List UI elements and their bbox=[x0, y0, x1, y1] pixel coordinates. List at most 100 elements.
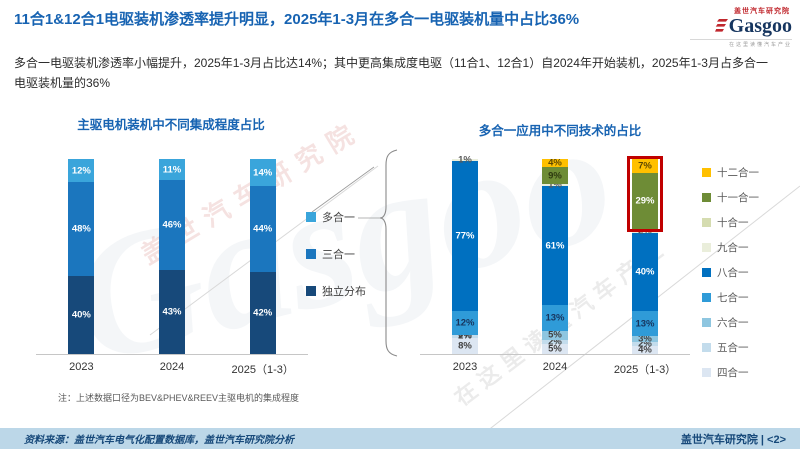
bar-value-label: 1% bbox=[548, 179, 562, 191]
legend-swatch bbox=[702, 193, 711, 202]
legend-swatch bbox=[702, 368, 711, 377]
bar-segment-五合一: 2% bbox=[632, 339, 658, 349]
legend-label: 独立分布 bbox=[322, 286, 366, 298]
chart2-x-axis: 2023 2024 2025（1-3） bbox=[420, 361, 690, 377]
bar-value-label: 13% bbox=[545, 312, 565, 324]
bar-value-label: 2% bbox=[458, 330, 472, 342]
legend-item-十合一: 十合一 bbox=[702, 215, 759, 230]
bar-column: 42% 44% 14% bbox=[217, 158, 308, 354]
bar-column: 43% 46% 11% bbox=[127, 158, 218, 354]
chart1-legend: 多合一三合一独立分布 bbox=[306, 209, 366, 320]
bar-value-label: 4% bbox=[548, 157, 562, 169]
legend-item-四合一: 四合一 bbox=[702, 365, 759, 380]
stacked-bar: 4% 2% 3% 13% 40% 2% 29% 7% bbox=[627, 156, 663, 356]
axis-category-label: 2023 bbox=[69, 361, 94, 373]
chart2-plot-area: 8%2%0%12%77%1%5%2%5%13%61%1%9%4%4%2%3%13… bbox=[420, 155, 690, 356]
legend-label: 十二合一 bbox=[717, 167, 759, 179]
stacked-bar: 8%2%0%12%77%1% bbox=[452, 155, 478, 354]
bar-segment-八合一: 61% bbox=[542, 186, 568, 306]
bar-value-label: 48% bbox=[71, 223, 91, 235]
legend-item-独立分布: 独立分布 bbox=[306, 283, 366, 299]
bar-segment-四合一: 8% bbox=[452, 338, 478, 354]
bar-segment-十一合一: 29% bbox=[632, 172, 658, 230]
chart1-note: 注：上述数据口径为BEV&PHEV&REEV主驱电机的集成程度 bbox=[58, 393, 300, 403]
bar-segment-七合一: 12% bbox=[452, 311, 478, 335]
legend-item-九合一: 九合一 bbox=[702, 240, 759, 255]
chart1-title: 主驱电机装机中不同集成程度占比 bbox=[77, 118, 265, 132]
legend-swatch bbox=[702, 243, 711, 252]
bar-segment-十二合一: 4% bbox=[542, 157, 568, 169]
legend-swatch bbox=[702, 318, 711, 327]
gasgoo-logo: 盖世汽车研究院 Gasgoo 在这里读懂汽车产业 bbox=[690, 6, 792, 48]
bar-value-label: 40% bbox=[71, 309, 91, 321]
bar-segment-独立分布: 40% bbox=[68, 276, 95, 354]
legend-label: 六合一 bbox=[717, 317, 749, 329]
legend-label: 三合一 bbox=[322, 249, 355, 261]
bar-value-label: 5% bbox=[548, 343, 562, 355]
bar-column: 40% 48% 12% bbox=[36, 158, 127, 354]
axis-category-label: 2024 bbox=[159, 361, 185, 373]
legend-label: 八合一 bbox=[717, 267, 749, 279]
bar-value-label: 29% bbox=[635, 195, 655, 207]
bar-segment-三合一: 46% bbox=[159, 180, 185, 271]
chart1-plot-area: 40% 48% 12% 43% 46% 11% 42% 44% 14% bbox=[36, 158, 308, 355]
bar-value-label: 2% bbox=[638, 338, 652, 350]
legend-swatch bbox=[702, 343, 711, 352]
bar-segment-八合一: 40% bbox=[632, 233, 658, 312]
stacked-bar: 5% 2% 5% 13% 61% 1% 9% 4% bbox=[542, 157, 568, 355]
bar-value-label: 11% bbox=[162, 164, 182, 175]
bar-segment-独立分布: 43% bbox=[159, 270, 185, 354]
bar-value-label: 77% bbox=[455, 230, 475, 242]
stacked-bar: 42% 44% 14% bbox=[249, 159, 276, 354]
bar-value-label: 14% bbox=[253, 166, 273, 178]
legend-label: 七合一 bbox=[717, 292, 749, 304]
bar-value-label: 12% bbox=[455, 317, 475, 329]
bar-value-label: 42% bbox=[253, 307, 273, 319]
bar-value-label: 3% bbox=[638, 333, 652, 345]
bar-value-label: 13% bbox=[635, 318, 655, 330]
chart1-x-axis: 2023 2024 2025（1-3） bbox=[36, 361, 308, 377]
logo-subtext: 在这里读懂汽车产业 bbox=[690, 39, 792, 48]
bar-segment-七合一: 13% bbox=[632, 311, 658, 337]
chart2-title: 多合一应用中不同技术的占比 bbox=[478, 124, 642, 138]
brace-connector bbox=[311, 149, 398, 357]
legend-label: 五合一 bbox=[717, 342, 749, 354]
legend-label: 多合一 bbox=[322, 212, 355, 224]
bar-value-label: 2% bbox=[548, 336, 562, 348]
bar-value-label: 5% bbox=[548, 329, 562, 341]
legend-swatch bbox=[306, 249, 316, 259]
bar-segment-多合一: 12% bbox=[68, 159, 95, 183]
legend-swatch bbox=[306, 286, 316, 296]
logo-tagline: 盖世汽车研究院 bbox=[734, 8, 790, 15]
footer-bar: 资料来源：盖世汽车电气化配置数据库，盖世汽车研究院分析 盖世汽车研究院 | <2… bbox=[0, 428, 800, 449]
footer-page-indicator: 盖世汽车研究院 | <2> bbox=[680, 433, 786, 446]
legend-label: 四合一 bbox=[717, 367, 749, 379]
legend-item-五合一: 五合一 bbox=[702, 340, 759, 355]
bar-segment-十二合一: 7% bbox=[632, 159, 658, 173]
legend-swatch bbox=[702, 293, 711, 302]
legend-swatch bbox=[306, 212, 316, 222]
bar-segment-五合一: 2% bbox=[452, 330, 478, 342]
axis-category-label: 2025（1-3） bbox=[613, 364, 677, 376]
bar-segment-多合一: 11% bbox=[159, 159, 185, 181]
bar-value-label: 40% bbox=[635, 266, 655, 278]
bar-value-label: 44% bbox=[253, 223, 273, 235]
logo-wordmark: Gasgoo bbox=[690, 16, 792, 38]
bar-segment-六合一: 3% bbox=[632, 333, 658, 345]
axis-category-label: 2025（1-3） bbox=[231, 364, 294, 376]
axis-category-label: 2023 bbox=[452, 361, 478, 373]
stacked-bar: 43% 46% 11% bbox=[159, 159, 185, 354]
legend-item-三合一: 三合一 bbox=[306, 246, 366, 262]
bar-segment-三合一: 48% bbox=[68, 182, 95, 276]
footer-source-text: 资料来源：盖世汽车电气化配置数据库，盖世汽车研究院分析 bbox=[24, 435, 294, 446]
axis-category-label: 2024 bbox=[542, 361, 568, 373]
bar-value-label: 4% bbox=[638, 344, 652, 356]
bar-column: 5% 2% 5% 13% 61% 1% 9% 4% bbox=[510, 158, 600, 354]
bar-value-label: 7% bbox=[638, 160, 652, 172]
legend-label: 十一合一 bbox=[717, 192, 759, 204]
bar-column: 8%2%0%12%77%1% bbox=[420, 155, 510, 354]
page-title: 11合1&12合1电驱装机渗透率提升明显，2025年1-3月在多合一电驱装机量中… bbox=[14, 11, 580, 28]
legend-item-六合一: 六合一 bbox=[702, 315, 759, 330]
legend-item-八合一: 八合一 bbox=[702, 265, 759, 280]
